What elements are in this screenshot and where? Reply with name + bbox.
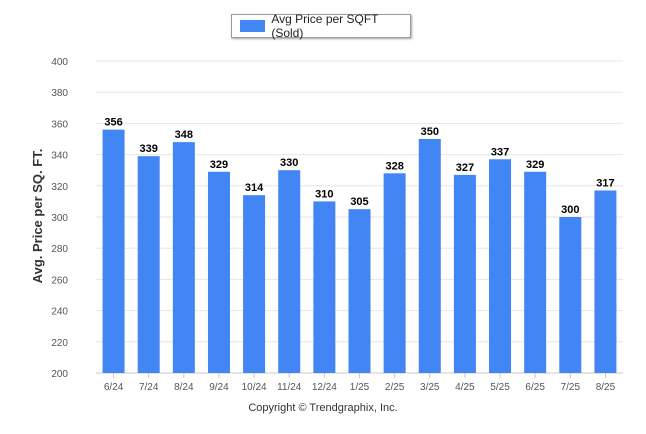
bar <box>418 139 441 373</box>
bar <box>278 170 301 373</box>
x-tick-label: 3/25 <box>420 382 440 393</box>
data-label: 348 <box>175 129 193 141</box>
data-label: 305 <box>350 196 368 208</box>
data-label: 329 <box>526 159 544 171</box>
bar <box>172 142 195 373</box>
x-tick-label: 10/24 <box>242 382 267 393</box>
bar <box>489 159 512 373</box>
x-tick-label: 8/25 <box>596 382 616 393</box>
data-label: 329 <box>210 159 228 171</box>
data-label: 300 <box>561 204 579 216</box>
data-label: 356 <box>104 117 122 129</box>
x-tick-label: 12/24 <box>312 382 337 393</box>
x-tick-label: 1/25 <box>350 382 370 393</box>
bar <box>594 190 617 373</box>
bar <box>313 201 336 373</box>
y-tick-label: 200 <box>51 369 68 380</box>
x-tick-label: 6/25 <box>525 382 545 393</box>
y-tick-label: 240 <box>51 307 68 318</box>
data-label: 330 <box>280 157 298 169</box>
x-tick-label: 6/24 <box>104 382 124 393</box>
y-tick-label: 280 <box>51 244 68 255</box>
legend: Avg Price per SQFT (Sold) <box>231 12 411 40</box>
y-tick-label: 300 <box>51 213 68 224</box>
bar <box>453 174 476 373</box>
data-label: 327 <box>456 162 474 174</box>
x-tick-label: 11/24 <box>277 382 302 393</box>
bar <box>524 171 547 373</box>
bar <box>137 156 160 373</box>
data-label: 310 <box>315 188 333 200</box>
y-axis-label: Avg. Price per SQ. FT. <box>30 149 45 284</box>
bar <box>559 217 582 373</box>
data-label: 337 <box>491 146 509 158</box>
y-tick-label: 220 <box>51 338 68 349</box>
data-label: 317 <box>596 177 614 189</box>
data-label: 350 <box>421 126 439 138</box>
data-label: 314 <box>245 182 264 194</box>
copyright-footer: Copyright © Trendgraphix, Inc. <box>248 402 398 414</box>
data-label: 328 <box>385 160 403 172</box>
y-tick-label: 360 <box>51 119 68 130</box>
x-tick-label: 5/25 <box>490 382 510 393</box>
bar <box>102 129 125 373</box>
legend-label: Avg Price per SQFT (Sold) <box>271 12 379 40</box>
x-tick-label: 7/24 <box>139 382 159 393</box>
axis-ticks: 200 220 240 260 280 300 320 340 360 380 400 6/24 7/2… <box>51 57 615 393</box>
y-tick-label: 340 <box>51 151 68 162</box>
x-tick-label: 4/25 <box>455 382 475 393</box>
bar <box>207 171 230 373</box>
x-tick-label: 2/25 <box>385 382 405 393</box>
bar <box>243 195 266 373</box>
data-label: 339 <box>140 143 158 155</box>
y-tick-label: 400 <box>51 57 68 68</box>
bars: 356 339 348 329 314 330 310 305 328 350 327 337 329 3… <box>102 117 617 373</box>
bar <box>383 173 406 373</box>
y-tick-label: 260 <box>51 275 68 286</box>
x-tick-label: 8/24 <box>174 382 194 393</box>
x-tick-label: 9/24 <box>209 382 229 393</box>
y-tick-label: 380 <box>51 88 68 99</box>
x-tick-label: 7/25 <box>561 382 581 393</box>
bar <box>348 209 371 373</box>
legend-swatch <box>240 20 266 32</box>
y-tick-label: 320 <box>51 182 68 193</box>
